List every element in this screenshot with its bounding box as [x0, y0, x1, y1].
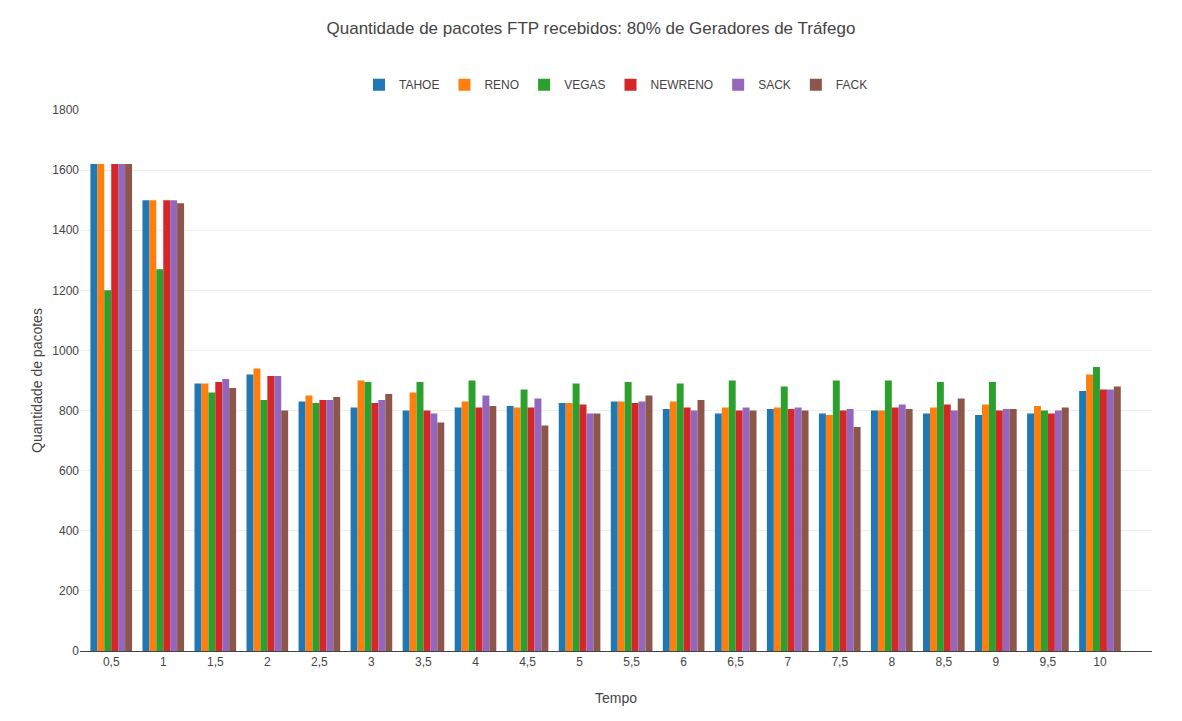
svg-text:VEGAS: VEGAS [564, 78, 605, 92]
svg-text:3,5: 3,5 [415, 655, 432, 669]
svg-text:7: 7 [784, 655, 791, 669]
svg-text:Tempo: Tempo [595, 690, 637, 706]
svg-text:0: 0 [72, 644, 79, 658]
svg-text:9,5: 9,5 [1040, 655, 1057, 669]
svg-text:9: 9 [993, 655, 1000, 669]
svg-text:RENO: RENO [484, 78, 519, 92]
svg-text:NEWRENO: NEWRENO [650, 78, 713, 92]
svg-text:2,5: 2,5 [311, 655, 328, 669]
svg-text:1200: 1200 [52, 284, 79, 298]
svg-text:1000: 1000 [52, 344, 79, 358]
svg-text:1: 1 [160, 655, 167, 669]
svg-text:Quantidade de pacotes FTP rece: Quantidade de pacotes FTP recebidos: 80%… [327, 19, 856, 38]
svg-text:1400: 1400 [52, 223, 79, 237]
svg-text:7,5: 7,5 [831, 655, 848, 669]
svg-text:1600: 1600 [52, 163, 79, 177]
svg-text:800: 800 [59, 404, 79, 418]
svg-text:FACK: FACK [836, 78, 867, 92]
svg-text:5: 5 [576, 655, 583, 669]
svg-text:TAHOE: TAHOE [399, 78, 439, 92]
svg-text:0,5: 0,5 [103, 655, 120, 669]
svg-text:Quantidade de pacotes: Quantidade de pacotes [29, 308, 45, 453]
svg-text:5,5: 5,5 [623, 655, 640, 669]
svg-text:4: 4 [472, 655, 479, 669]
svg-text:1800: 1800 [52, 103, 79, 117]
svg-text:2: 2 [264, 655, 271, 669]
svg-text:6,5: 6,5 [727, 655, 744, 669]
svg-text:SACK: SACK [758, 78, 791, 92]
svg-text:8: 8 [888, 655, 895, 669]
svg-text:3: 3 [368, 655, 375, 669]
svg-text:6: 6 [680, 655, 687, 669]
svg-text:8,5: 8,5 [935, 655, 952, 669]
svg-text:400: 400 [59, 524, 79, 538]
svg-text:600: 600 [59, 464, 79, 478]
svg-text:4,5: 4,5 [519, 655, 536, 669]
svg-text:10: 10 [1093, 655, 1107, 669]
svg-text:1,5: 1,5 [207, 655, 224, 669]
svg-text:200: 200 [59, 584, 79, 598]
